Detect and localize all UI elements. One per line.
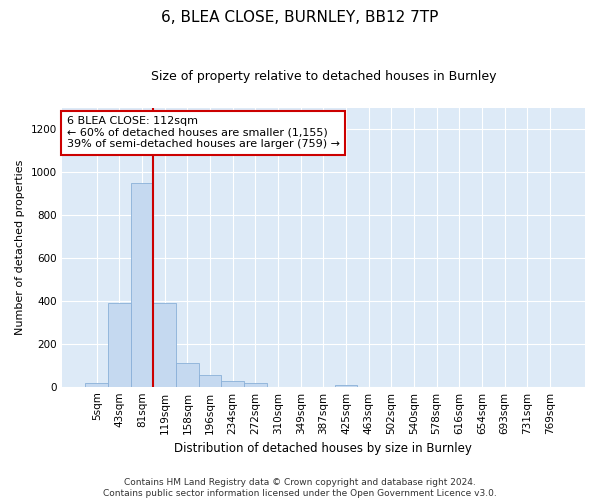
Bar — [131, 183, 154, 386]
Bar — [221, 382, 244, 386]
Text: 6, BLEA CLOSE, BURNLEY, BB12 7TP: 6, BLEA CLOSE, BURNLEY, BB12 7TP — [161, 10, 439, 25]
Bar — [154, 303, 176, 386]
Bar — [85, 384, 108, 386]
X-axis label: Distribution of detached houses by size in Burnley: Distribution of detached houses by size … — [175, 442, 472, 455]
Y-axis label: Number of detached properties: Number of detached properties — [15, 160, 25, 335]
Bar — [244, 384, 266, 386]
Bar — [335, 384, 358, 386]
Bar — [108, 303, 131, 386]
Bar — [176, 363, 199, 386]
Title: Size of property relative to detached houses in Burnley: Size of property relative to detached ho… — [151, 70, 496, 83]
Bar — [199, 375, 221, 386]
Text: Contains HM Land Registry data © Crown copyright and database right 2024.
Contai: Contains HM Land Registry data © Crown c… — [103, 478, 497, 498]
Text: 6 BLEA CLOSE: 112sqm
← 60% of detached houses are smaller (1,155)
39% of semi-de: 6 BLEA CLOSE: 112sqm ← 60% of detached h… — [67, 116, 340, 150]
